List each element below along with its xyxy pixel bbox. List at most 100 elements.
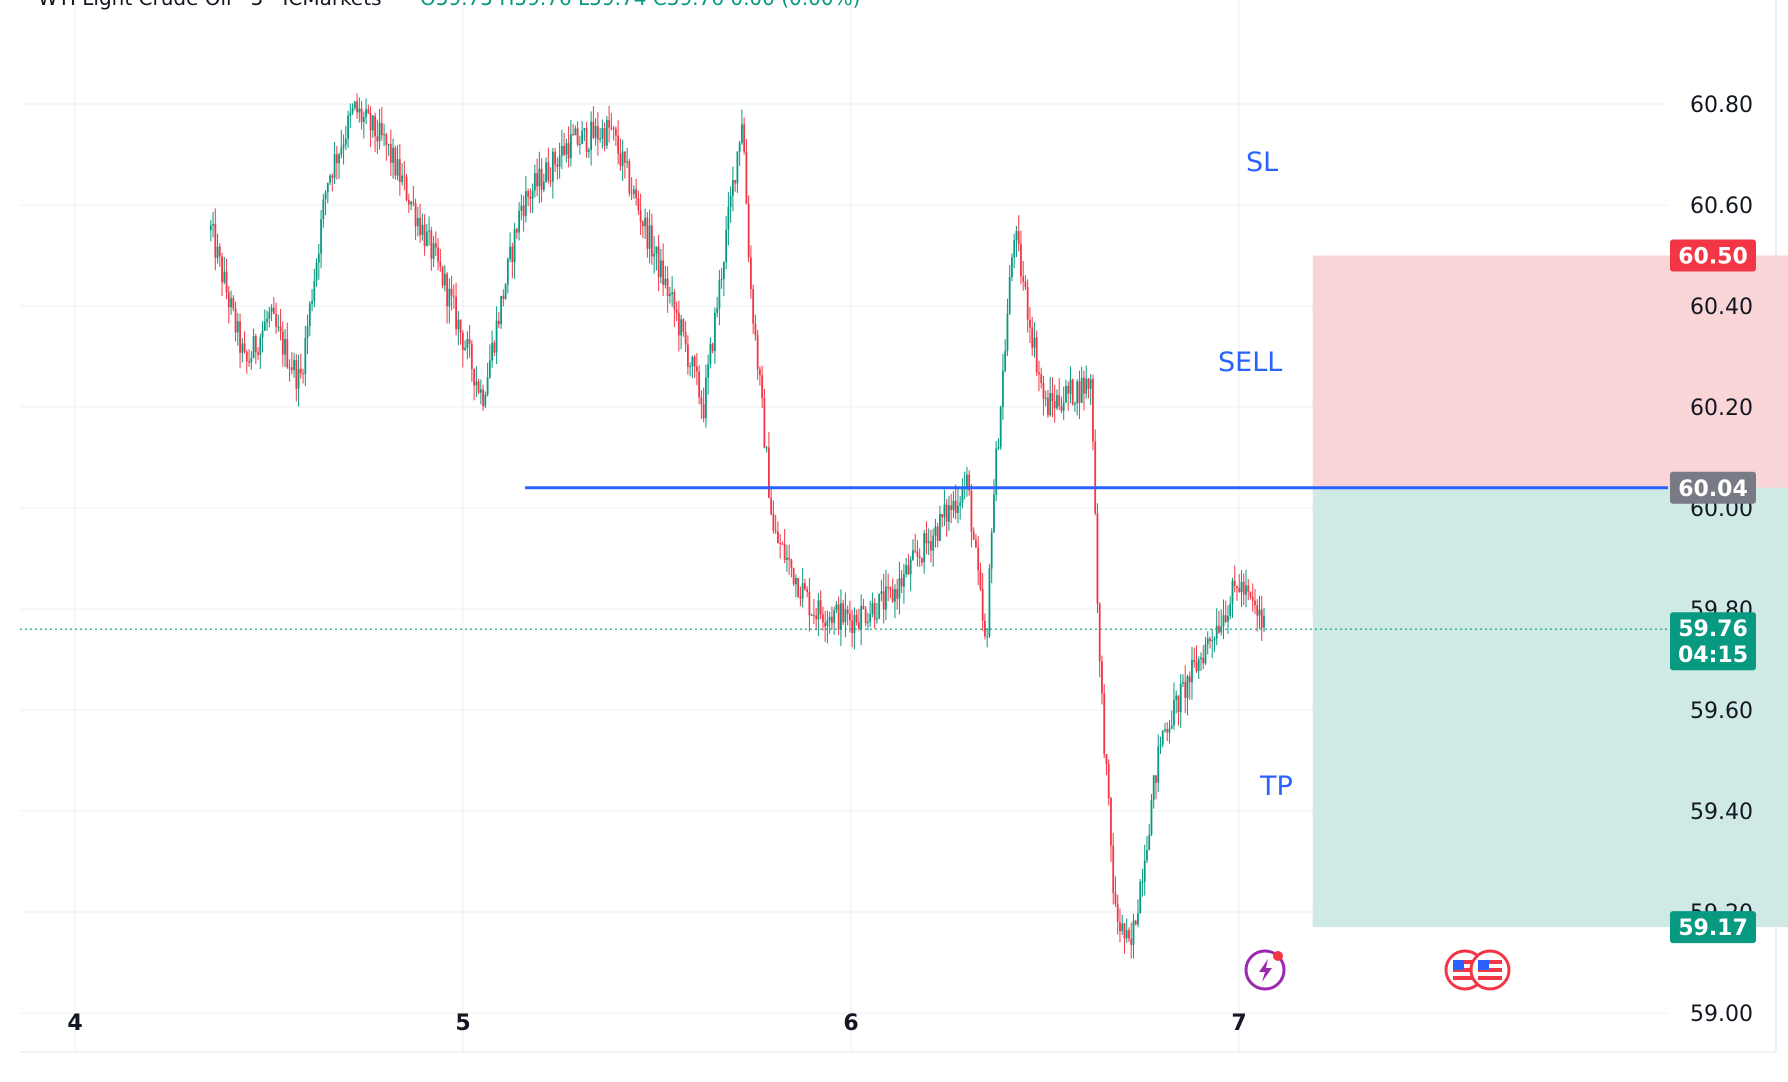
candle [641, 220, 644, 239]
candle [473, 368, 475, 401]
candle-body [358, 108, 361, 113]
candle-body [599, 138, 602, 140]
candle [315, 258, 318, 287]
tp-badge-bg [1670, 911, 1756, 944]
sl-badge-text: 60.50 [1678, 245, 1748, 270]
us-flag-event-icon[interactable] [1469, 949, 1511, 991]
candle [608, 105, 611, 143]
candle [702, 387, 705, 423]
candle-body [1060, 406, 1063, 411]
candle [1083, 370, 1085, 411]
candle-body [365, 109, 367, 118]
candle-body [932, 535, 935, 551]
candle-body [1170, 725, 1173, 729]
candle [387, 143, 390, 157]
candle-body [232, 298, 235, 309]
candle-body [437, 247, 439, 262]
candle [531, 183, 534, 214]
ohlc-line: O59.75 H59.76 L59.74 C59.76 0.00 (0.00%) [420, 0, 860, 10]
candle [1060, 396, 1063, 414]
candle [1227, 605, 1229, 635]
candle [1245, 569, 1247, 608]
candle-body [691, 356, 694, 367]
candle [221, 252, 223, 297]
candle-body [432, 243, 435, 259]
candle-body [831, 616, 833, 624]
candle [520, 194, 523, 221]
candle [813, 599, 815, 624]
candle-body [527, 191, 530, 197]
candle [889, 586, 892, 599]
candle [511, 242, 514, 279]
time-tick-label: 7 [1231, 1011, 1246, 1036]
candle [948, 495, 950, 531]
candle-body [434, 243, 437, 248]
candle [943, 489, 946, 526]
candle [266, 310, 268, 331]
candle [223, 256, 226, 285]
candle [936, 522, 939, 548]
candle-body [284, 339, 286, 355]
candle-body [450, 288, 453, 296]
candle [909, 556, 912, 592]
candle-body [592, 121, 595, 138]
chart-header: WTI Light Crude Oil · 5 · ICMarkets O59.… [38, 0, 860, 10]
candle-body [752, 289, 755, 324]
candle [1132, 913, 1135, 959]
candle [322, 193, 325, 228]
event-icons[interactable] [1244, 949, 1511, 991]
candle-body [1114, 892, 1117, 904]
candle [338, 152, 340, 179]
candle [986, 628, 989, 648]
price-tick-label: 59.40 [1690, 800, 1753, 825]
candle-body [698, 371, 701, 398]
candle-body [459, 319, 462, 333]
candle [783, 529, 786, 564]
candle-body [948, 505, 950, 522]
candle [371, 115, 374, 138]
candle-body [936, 526, 939, 541]
candle-body [338, 154, 340, 164]
candle-body [464, 348, 466, 350]
candle [1020, 230, 1022, 285]
position-labels: SL SELL TP [1218, 147, 1293, 802]
candle-body [567, 143, 570, 159]
candle [918, 548, 921, 567]
candle [347, 110, 349, 149]
candle [914, 533, 917, 554]
candle-body [644, 217, 647, 227]
candle [801, 568, 804, 608]
candle [477, 378, 480, 395]
lightning-event-icon[interactable] [1244, 949, 1286, 991]
candle [1008, 265, 1011, 316]
candle-body [545, 162, 548, 182]
candle [637, 190, 640, 216]
candle-body [578, 144, 581, 146]
candle [698, 365, 701, 405]
current-price-badge-countdown: 04:15 [1678, 643, 1748, 668]
candle-body [1112, 845, 1115, 893]
candle-body [250, 358, 253, 363]
candle-body [1004, 350, 1007, 371]
candle-body [1215, 625, 1218, 639]
candle-body [506, 258, 509, 285]
candle [1258, 595, 1261, 630]
candle-body [1105, 754, 1108, 765]
candle [747, 195, 750, 263]
candle-body [311, 300, 313, 304]
candle [407, 193, 410, 213]
candle [682, 318, 685, 337]
sl-label: SL [1246, 147, 1278, 178]
grid [20, 0, 1668, 1052]
candle [619, 138, 622, 171]
candle-body [754, 323, 757, 336]
candle-body [1101, 661, 1103, 694]
candle-body [603, 128, 606, 146]
candle [885, 569, 887, 621]
candle [799, 586, 802, 607]
candle [930, 529, 932, 563]
candle [239, 313, 241, 369]
candle [567, 126, 570, 168]
